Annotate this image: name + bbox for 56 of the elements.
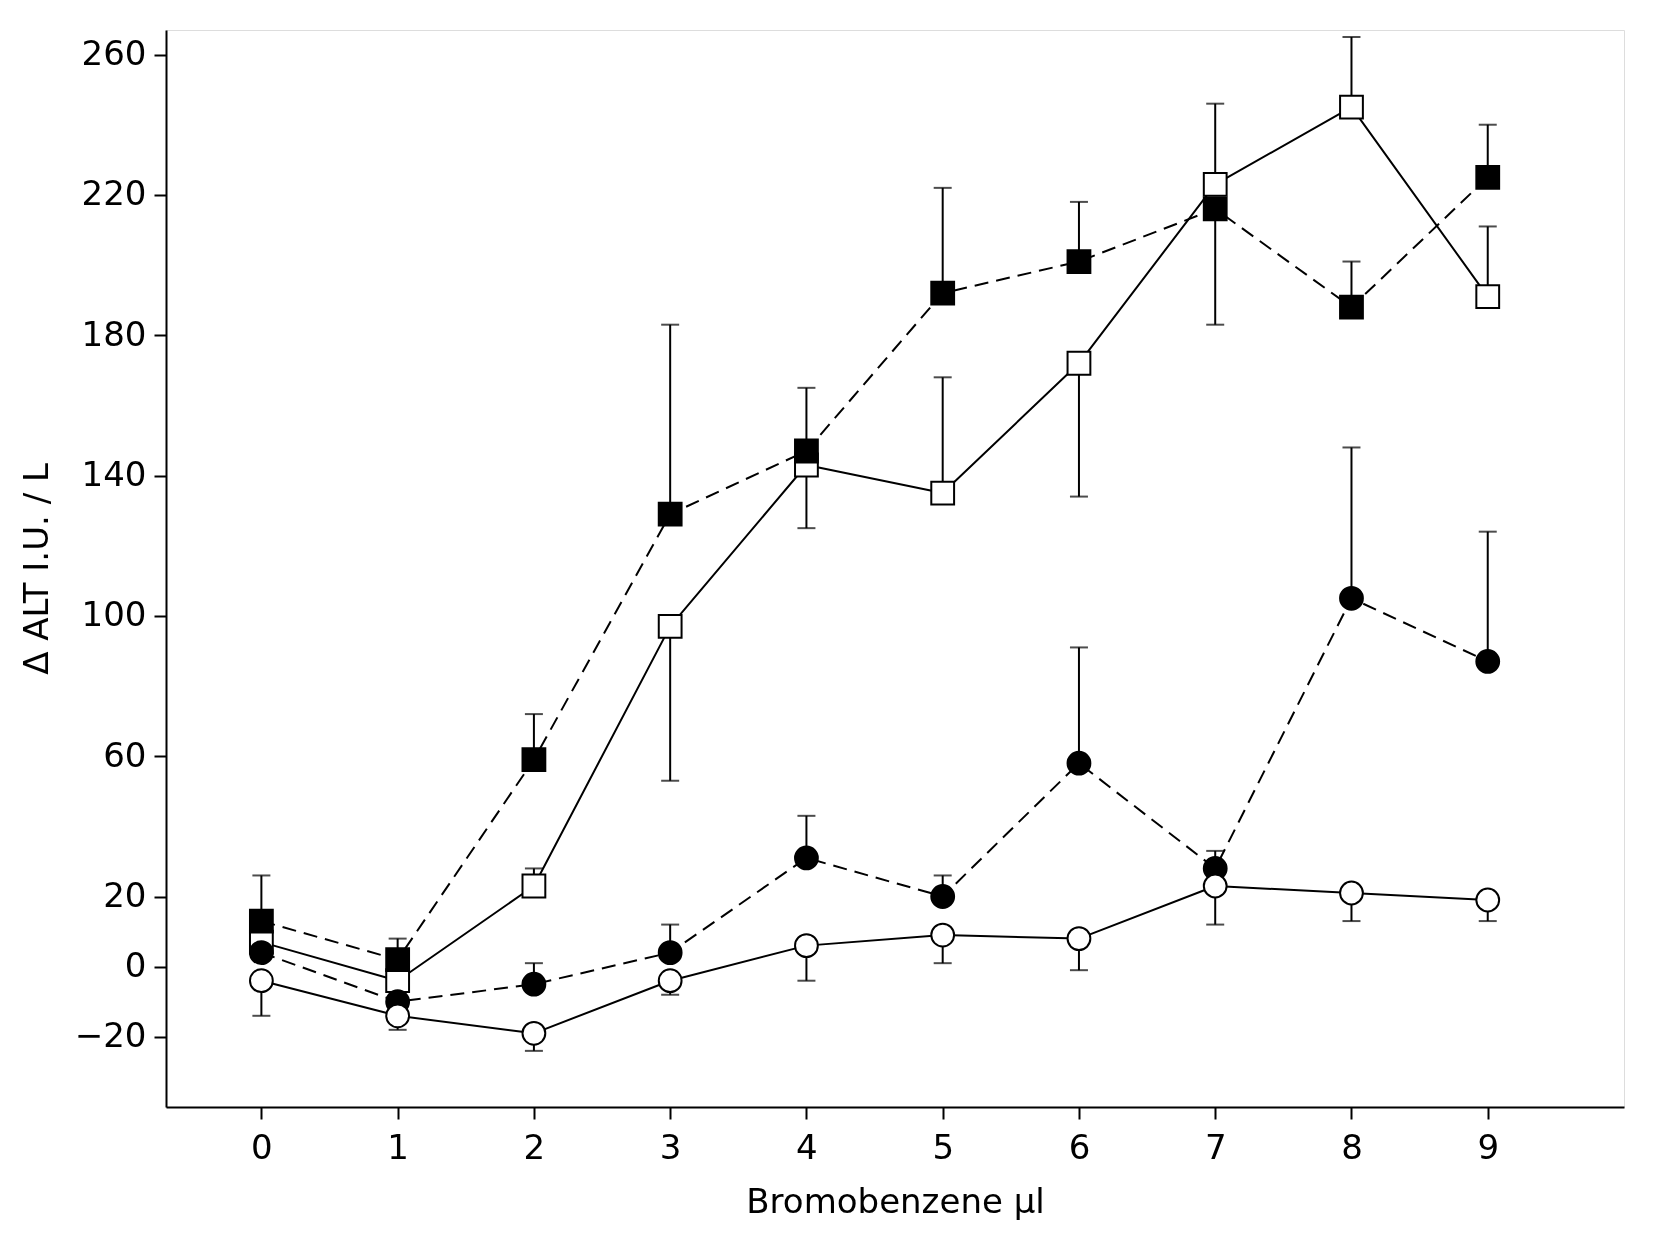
y-tick-label: 20 — [103, 875, 147, 916]
y-tick-label: 180 — [81, 313, 147, 354]
point — [794, 845, 819, 871]
point — [1339, 94, 1364, 120]
point — [1339, 585, 1364, 611]
point — [794, 933, 819, 958]
y-axis-title: Δ ALT I.U. / L — [15, 463, 56, 675]
x-tick-label: 1 — [387, 1126, 409, 1167]
point — [521, 747, 547, 773]
point — [521, 971, 547, 997]
x-tick-label: 3 — [659, 1126, 682, 1167]
point — [1339, 294, 1364, 320]
x-tick-label: 6 — [1068, 1126, 1091, 1167]
point — [248, 968, 274, 994]
y-tick-label: 60 — [103, 734, 147, 775]
x-tick-label: 7 — [1204, 1126, 1227, 1167]
x-tick-label: 4 — [796, 1126, 818, 1167]
point — [1339, 880, 1364, 906]
point — [1475, 164, 1501, 190]
point — [521, 873, 547, 899]
y-tick-label: −20 — [74, 1015, 147, 1056]
point — [385, 1003, 411, 1029]
y-tick-label: 0 — [124, 945, 147, 986]
point — [657, 613, 683, 639]
point — [1202, 873, 1228, 899]
point — [930, 280, 956, 306]
x-tick-label: 9 — [1477, 1126, 1500, 1167]
y-tick-label: 220 — [81, 173, 147, 214]
point — [1066, 926, 1092, 951]
point — [794, 438, 819, 464]
point — [248, 908, 274, 934]
point — [1202, 196, 1228, 222]
point — [1066, 249, 1092, 274]
point — [248, 940, 274, 966]
y-tick-label: 260 — [81, 33, 147, 74]
x-tick-label: 5 — [932, 1126, 955, 1167]
point — [657, 501, 683, 527]
point — [1202, 171, 1228, 197]
x-axis-title: Bromobenzene μl — [746, 1180, 1045, 1221]
y-tick-label: 100 — [81, 594, 147, 635]
x-tick-label: 2 — [523, 1126, 546, 1167]
point — [1475, 649, 1501, 674]
point — [657, 940, 683, 966]
point — [657, 968, 683, 994]
x-tick-label: 0 — [251, 1126, 273, 1167]
point — [1475, 887, 1501, 913]
point — [1475, 284, 1501, 310]
point — [930, 884, 956, 909]
point — [1066, 750, 1092, 776]
point — [1066, 350, 1092, 376]
x-tick-label: 8 — [1341, 1126, 1363, 1167]
point — [930, 480, 956, 506]
y-tick-label: 140 — [81, 454, 147, 495]
point — [521, 1020, 547, 1046]
point — [385, 947, 411, 973]
point — [930, 922, 956, 948]
